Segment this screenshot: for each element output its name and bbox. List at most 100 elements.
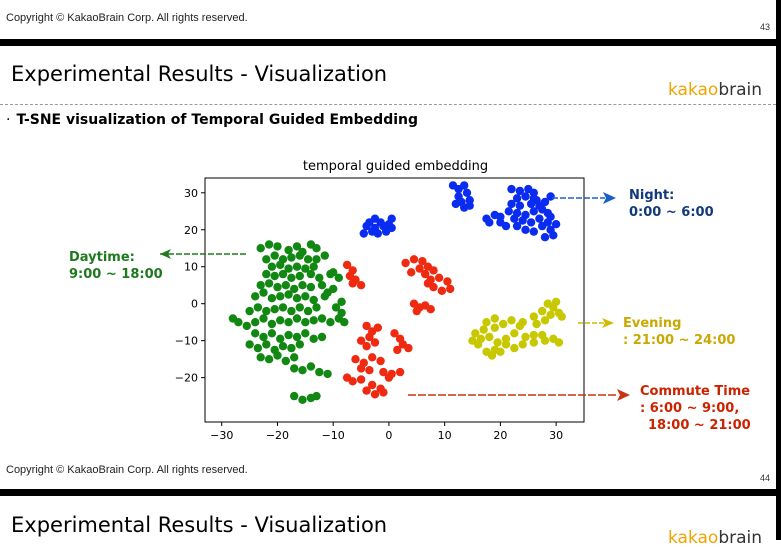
scatter-point	[287, 306, 296, 316]
scatter-point	[287, 273, 296, 282]
scatter-point	[253, 343, 263, 353]
y-tick-label: −10	[175, 335, 198, 348]
scatter-point	[415, 264, 424, 273]
scatter-point	[490, 210, 499, 220]
scatter-point	[460, 181, 469, 190]
scatter-point	[373, 323, 382, 332]
scatter-point	[284, 290, 293, 299]
logo-part-brain: brain	[718, 528, 763, 548]
scatter-point	[507, 184, 516, 194]
scatter-point	[468, 336, 477, 345]
plot-frame	[204, 177, 585, 423]
scatter-point	[267, 294, 277, 303]
scatter-point	[362, 386, 371, 395]
scatter-point	[298, 366, 307, 375]
page-number: 43	[760, 22, 771, 32]
arrow-evening	[578, 318, 614, 328]
axis-ticks: −30 −20 −10 0 10 20 30 30 20 10 0 −10 −20	[175, 187, 563, 442]
scatter-point	[301, 264, 310, 273]
scatter-point	[526, 218, 536, 227]
scatter-point	[518, 318, 527, 327]
scatter-point	[306, 362, 316, 371]
scatter-point	[331, 303, 341, 312]
scatter-point	[295, 340, 304, 349]
header-bar	[0, 489, 776, 496]
kakaobrain-logo: kakaobrain	[668, 528, 762, 548]
scatter-point	[356, 281, 366, 290]
scatter-point	[301, 318, 310, 327]
night-range: 0:00 ~ 6:00	[629, 205, 714, 220]
scatter-point	[284, 245, 293, 255]
scatter-point	[295, 251, 304, 260]
scatter-point	[356, 375, 366, 384]
scatter-point	[323, 288, 332, 297]
scatter-point	[278, 303, 288, 312]
scatter-point	[376, 356, 385, 366]
scatter-point	[546, 310, 555, 319]
scatter-point	[276, 260, 285, 270]
logo-part-kakao: kakao	[668, 80, 719, 100]
scatter-point	[270, 305, 279, 314]
scatter-point	[551, 297, 561, 306]
scatter-point	[264, 355, 274, 364]
scatter-point	[479, 325, 488, 334]
scatter-point	[393, 345, 402, 355]
scatter-point	[306, 282, 316, 292]
commute-label: Commute Time	[640, 384, 751, 399]
annotation-evening: Evening : 21:00 ~ 24:00	[623, 315, 735, 349]
scatter-point	[317, 332, 327, 342]
bullet-dot: ·	[6, 112, 11, 128]
scatter-point	[407, 268, 416, 277]
scatter-point	[543, 299, 552, 308]
scatter-point	[295, 271, 304, 281]
scatter-point	[320, 251, 329, 260]
scatter-point	[251, 318, 260, 327]
scatter-point	[290, 364, 299, 373]
scatter-point	[312, 303, 321, 312]
scatter-point	[245, 306, 254, 316]
scatter-point	[540, 197, 550, 207]
scatter-point	[451, 199, 460, 209]
scatter-point	[384, 373, 394, 382]
right-edge-bar	[776, 0, 781, 540]
slide-title: Experimental Results - Visualization	[11, 62, 388, 86]
scatter-point	[518, 340, 527, 349]
scatter-point	[365, 332, 374, 342]
scatter-point	[370, 338, 380, 347]
scatter-point	[267, 262, 277, 271]
chart-title: temporal guided embedding	[303, 159, 488, 174]
copyright-text: Copyright © KakaoBrain Corp. All rights …	[6, 464, 248, 476]
scatter-point	[365, 366, 374, 375]
evening-label: Evening	[623, 316, 682, 331]
scatter-point	[256, 353, 265, 362]
x-tick-label: 10	[438, 429, 452, 442]
scatter-point	[284, 318, 293, 327]
slide-title: Experimental Results - Visualization	[11, 513, 388, 537]
scatter-point	[510, 214, 519, 223]
scatter-point	[429, 266, 438, 275]
scatter-point	[292, 294, 302, 303]
daytime-label: Daytime:	[69, 250, 135, 265]
scatter-point	[496, 347, 505, 356]
title-divider	[0, 104, 776, 105]
scatter-point	[412, 306, 421, 316]
scatter-point	[370, 390, 380, 399]
scatter-point	[251, 292, 260, 301]
scatter-point	[471, 329, 480, 338]
scatter-point	[490, 314, 499, 323]
arrow-daytime	[160, 249, 246, 259]
scatter-point	[540, 316, 550, 325]
scatter-point	[290, 391, 299, 401]
scatter-point	[312, 391, 321, 401]
scatter-point	[292, 332, 302, 342]
x-tick-label: 0	[385, 429, 392, 442]
scatter-point	[493, 338, 502, 347]
scatter-point	[256, 281, 265, 290]
scatter-point	[421, 269, 430, 279]
scatter-point	[368, 380, 377, 390]
scatter-point	[306, 269, 316, 279]
scatter-point	[290, 284, 299, 294]
daytime-range: 9:00 ~ 18:00	[69, 267, 163, 282]
scatter-point	[515, 201, 525, 210]
